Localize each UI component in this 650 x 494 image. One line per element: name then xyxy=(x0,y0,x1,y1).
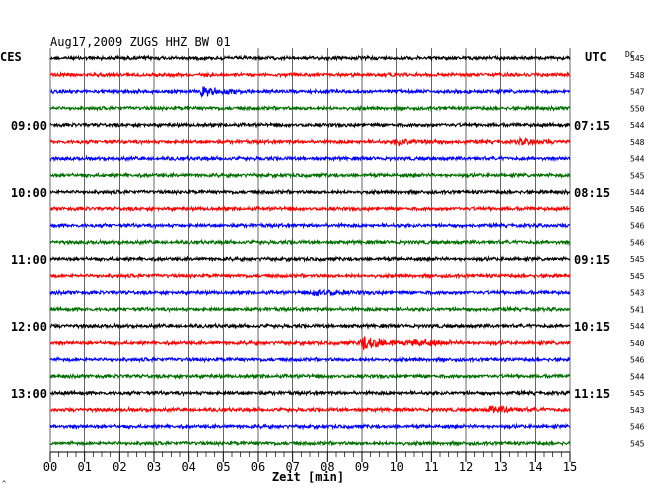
x-tick-label: 11 xyxy=(424,460,438,474)
x-tick-label: 12 xyxy=(459,460,473,474)
right-timezone-label: UTC xyxy=(585,50,607,64)
dc-value: 545 xyxy=(630,54,645,63)
trace-row xyxy=(49,154,571,163)
seismic-traces: 545 548 547 550 544 548 544 545 544 546 546 546 545 5… xyxy=(49,54,645,448)
dc-value: 548 xyxy=(630,71,645,80)
trace-row xyxy=(49,171,571,180)
x-axis-label: Zeit [min] xyxy=(272,470,344,484)
x-tick-label: 05 xyxy=(216,460,230,474)
trace-row xyxy=(49,322,571,330)
dc-value: 543 xyxy=(630,406,645,415)
right-time-label: 10:15 xyxy=(574,320,610,334)
dc-value: 546 xyxy=(630,423,645,432)
trace-row xyxy=(49,86,571,99)
plot-grid xyxy=(49,48,571,453)
dc-value: 544 xyxy=(630,188,645,197)
right-time-label: 11:15 xyxy=(574,387,610,401)
dc-value: 544 xyxy=(630,372,645,381)
left-time-label: 09:00 xyxy=(11,119,47,133)
trace-row xyxy=(49,255,571,264)
x-tick-label: 15 xyxy=(563,460,577,474)
left-time-label: 12:00 xyxy=(11,320,47,334)
x-tick-label: 07 xyxy=(285,460,299,474)
dc-value: 548 xyxy=(630,138,645,147)
time-labels: 09:00 10:00 11:00 12:00 13:00 07:15 08:15 09:15… xyxy=(11,119,610,401)
x-tick-label: 00 xyxy=(43,460,57,474)
dc-value: 546 xyxy=(630,205,645,214)
x-tick-label: 01 xyxy=(77,460,91,474)
dc-value: 541 xyxy=(630,305,645,314)
dc-value: 543 xyxy=(630,289,645,298)
dc-value: 545 xyxy=(630,171,645,180)
left-time-label: 13:00 xyxy=(11,387,47,401)
x-tick-label: 04 xyxy=(181,460,195,474)
trace-row xyxy=(49,121,571,129)
x-tick-label: 14 xyxy=(528,460,542,474)
dc-value: 544 xyxy=(630,322,645,331)
trace-row xyxy=(49,288,571,297)
dc-value: 544 xyxy=(630,155,645,164)
trace-row xyxy=(49,372,571,381)
x-tick-label: 06 xyxy=(251,460,265,474)
dc-value: 547 xyxy=(630,88,645,97)
trace-row xyxy=(49,272,571,280)
trace-row xyxy=(49,355,571,364)
trace-row xyxy=(49,335,571,350)
trace-row xyxy=(49,70,571,79)
dc-header: DC xyxy=(625,50,635,59)
dc-value: 540 xyxy=(630,339,645,348)
chart-title: Aug17,2009 ZUGS HHZ BW 01 xyxy=(50,35,231,49)
x-axis: 00 01 02 03 04 05 06 07 08 09 10 11 12 13 14 15 xyxy=(43,451,577,474)
dc-value: 544 xyxy=(630,121,645,130)
left-time-label: 11:00 xyxy=(11,253,47,267)
dc-value: 545 xyxy=(630,255,645,264)
dc-value: 546 xyxy=(630,238,645,247)
trace-row xyxy=(49,135,571,147)
trace-row xyxy=(49,204,571,213)
trace-row xyxy=(49,404,571,414)
x-tick-label: 02 xyxy=(112,460,126,474)
trace-row xyxy=(49,388,571,397)
dc-value: 550 xyxy=(630,104,645,113)
right-time-label: 08:15 xyxy=(574,186,610,200)
trace-row xyxy=(49,221,571,230)
dc-value: 545 xyxy=(630,439,645,448)
corner-mark: ^ xyxy=(2,480,6,488)
left-timezone-label: CES xyxy=(0,50,22,64)
right-time-label: 07:15 xyxy=(574,119,610,133)
x-tick-label: 09 xyxy=(355,460,369,474)
x-tick-label: 13 xyxy=(493,460,507,474)
trace-row xyxy=(49,188,571,196)
dc-value: 546 xyxy=(630,356,645,365)
trace-row xyxy=(49,439,571,448)
x-tick-label: 10 xyxy=(389,460,403,474)
x-tick-label: 03 xyxy=(147,460,161,474)
trace-row xyxy=(49,238,571,247)
dc-value: 546 xyxy=(630,222,645,231)
dc-value: 545 xyxy=(630,272,645,281)
dc-value: 545 xyxy=(630,389,645,398)
trace-row xyxy=(49,104,571,113)
trace-row xyxy=(49,305,571,314)
trace-row xyxy=(49,54,571,62)
trace-row xyxy=(49,422,571,431)
x-tick-label: 08 xyxy=(320,460,334,474)
left-time-label: 10:00 xyxy=(11,186,47,200)
right-time-label: 09:15 xyxy=(574,253,610,267)
